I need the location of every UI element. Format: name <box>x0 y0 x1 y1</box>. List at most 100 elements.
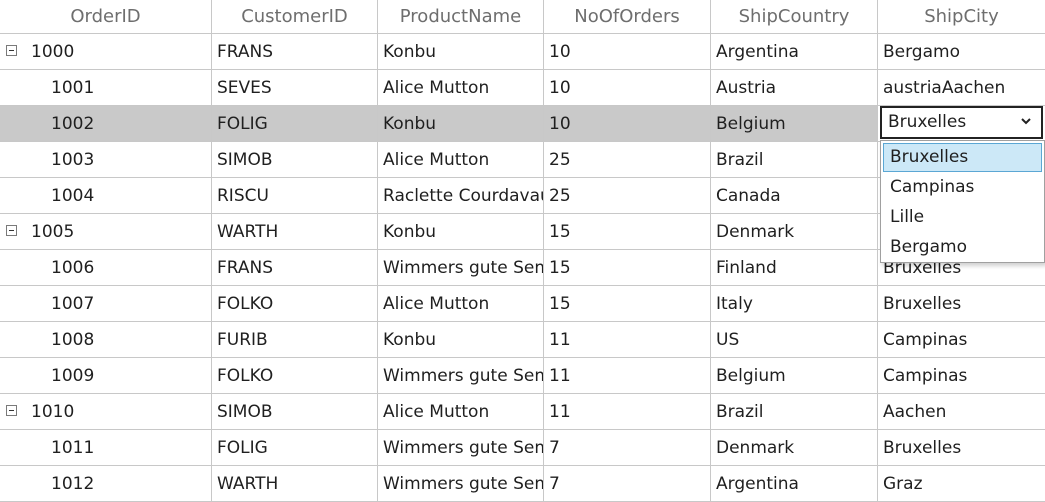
dropdown-option[interactable]: Lille <box>890 207 925 227</box>
header-productname[interactable]: ProductName <box>378 0 544 34</box>
table-row[interactable]: 1003 SIMOB Alice Mutton 25 Brazil <box>0 142 1045 178</box>
customerid-cell[interactable]: FOLIG <box>212 106 378 142</box>
noofOrders-cell[interactable]: 11 <box>544 322 711 358</box>
customerid-cell[interactable]: FOLKO <box>212 286 378 322</box>
shipcountry-cell[interactable]: US <box>711 322 878 358</box>
shipcity-cell[interactable]: Bruxelles <box>878 286 1045 322</box>
orderid-cell[interactable]: 1006 <box>0 250 212 286</box>
productname-cell[interactable]: Alice Mutton <box>378 70 544 106</box>
customerid-cell[interactable]: SEVES <box>212 70 378 106</box>
customerid-cell[interactable]: WARTH <box>212 214 378 250</box>
noofOrders-cell[interactable]: 11 <box>544 394 711 430</box>
orderid-cell[interactable]: 1001 <box>0 70 212 106</box>
productname-cell[interactable]: Wimmers gute Semmelknödel <box>378 466 544 502</box>
table-row[interactable]: 1007 FOLKO Alice Mutton 15 Italy Bruxelles <box>0 286 1045 322</box>
shipcountry-cell[interactable]: Austria <box>711 70 878 106</box>
table-row[interactable]: 1008 FURIB Konbu 11 US Campinas <box>0 322 1045 358</box>
shipcountry-cell[interactable]: Denmark <box>711 430 878 466</box>
collapse-minus-icon[interactable] <box>6 45 17 56</box>
productname-cell[interactable]: Konbu <box>378 34 544 70</box>
noofOrders-cell[interactable]: 10 <box>544 106 711 142</box>
table-row[interactable]: 1010 SIMOB Alice Mutton 11 Brazil Aachen <box>0 394 1045 430</box>
dropdown-option[interactable]: Bergamo <box>890 237 967 257</box>
shipcity-cell[interactable]: Aachen <box>878 394 1045 430</box>
noofOrders-cell[interactable]: 15 <box>544 250 711 286</box>
noofOrders-cell[interactable]: 25 <box>544 142 711 178</box>
orderid-cell[interactable]: 1004 <box>0 178 212 214</box>
noofOrders-cell[interactable]: 25 <box>544 178 711 214</box>
shipcountry-cell[interactable]: Brazil <box>711 394 878 430</box>
customerid-cell[interactable]: WARTH <box>212 466 378 502</box>
shipcountry-cell[interactable]: Finland <box>711 250 878 286</box>
shipcity-cell[interactable]: Bergamo <box>878 34 1045 70</box>
shipcountry-cell[interactable]: Belgium <box>711 358 878 394</box>
shipcity-cell[interactable]: Campinas <box>878 322 1045 358</box>
orderid-cell[interactable]: 1007 <box>0 286 212 322</box>
table-row[interactable]: 1000 FRANS Konbu 10 Argentina Bergamo <box>0 34 1045 70</box>
shipcity-cell[interactable]: Graz <box>878 466 1045 502</box>
shipcountry-cell[interactable]: Canada <box>711 178 878 214</box>
productname-cell[interactable]: Alice Mutton <box>378 286 544 322</box>
customerid-cell[interactable]: FRANS <box>212 34 378 70</box>
noofOrders-cell[interactable]: 15 <box>544 286 711 322</box>
chevron-down-icon[interactable] <box>1019 114 1033 128</box>
customerid-cell[interactable]: RISCU <box>212 178 378 214</box>
productname-cell[interactable]: Wimmers gute Semmelknödel <box>378 430 544 466</box>
productname-cell[interactable]: Alice Mutton <box>378 394 544 430</box>
table-row[interactable]: 1005 WARTH Konbu 15 Denmark <box>0 214 1045 250</box>
productname-cell[interactable]: Raclette Courdavault <box>378 178 544 214</box>
noofOrders-cell[interactable]: 10 <box>544 34 711 70</box>
noofOrders-cell[interactable]: 10 <box>544 70 711 106</box>
dropdown-option[interactable]: Bruxelles <box>883 143 1042 172</box>
customerid-cell[interactable]: SIMOB <box>212 394 378 430</box>
orderid-cell[interactable]: 1000 <box>0 34 212 70</box>
dropdown-option[interactable]: Campinas <box>890 177 975 197</box>
productname-cell[interactable]: Alice Mutton <box>378 142 544 178</box>
orderid-cell[interactable]: 1011 <box>0 430 212 466</box>
customerid-cell[interactable]: FRANS <box>212 250 378 286</box>
shipcountry-cell[interactable]: Denmark <box>711 214 878 250</box>
orderid-cell[interactable]: 1010 <box>0 394 212 430</box>
noofOrders-cell[interactable]: 7 <box>544 430 711 466</box>
collapse-minus-icon[interactable] <box>6 405 17 416</box>
shipcity-cell[interactable]: Campinas <box>878 358 1045 394</box>
orderid-cell[interactable]: 1012 <box>0 466 212 502</box>
header-orderid[interactable]: OrderID <box>0 0 212 34</box>
customerid-cell[interactable]: FURIB <box>212 322 378 358</box>
orderid-cell[interactable]: 1008 <box>0 322 212 358</box>
shipcountry-cell[interactable]: Argentina <box>711 466 878 502</box>
productname-cell[interactable]: Konbu <box>378 214 544 250</box>
header-shipcountry[interactable]: ShipCountry <box>711 0 878 34</box>
shipcountry-cell[interactable]: Brazil <box>711 142 878 178</box>
shipcity-cell[interactable]: austriaAachen <box>878 70 1045 106</box>
productname-cell[interactable]: Konbu <box>378 322 544 358</box>
shipcountry-cell[interactable]: Argentina <box>711 34 878 70</box>
shipcity-cell[interactable]: Bruxelles <box>878 430 1045 466</box>
shipcountry-cell[interactable]: Belgium <box>711 106 878 142</box>
orderid-cell[interactable]: 1003 <box>0 142 212 178</box>
header-customerid[interactable]: CustomerID <box>212 0 378 34</box>
productname-cell[interactable]: Wimmers gute Semmelknödel <box>378 358 544 394</box>
productname-cell[interactable]: Konbu <box>378 106 544 142</box>
productname-cell[interactable]: Wimmers gute Semmelknödel <box>378 250 544 286</box>
header-shipcity[interactable]: ShipCity <box>878 0 1045 34</box>
shipcity-cell[interactable]: Bruxelles <box>878 250 1045 286</box>
noofOrders-cell[interactable]: 7 <box>544 466 711 502</box>
shipcity-combobox[interactable]: Bruxelles <box>880 106 1043 139</box>
noofOrders-cell[interactable]: 15 <box>544 214 711 250</box>
shipcountry-cell[interactable]: Italy <box>711 286 878 322</box>
customerid-cell[interactable]: FOLIG <box>212 430 378 466</box>
orderid-cell[interactable]: 1002 <box>0 106 212 142</box>
customerid-cell[interactable]: FOLKO <box>212 358 378 394</box>
orderid-cell[interactable]: 1009 <box>0 358 212 394</box>
noofOrders-cell[interactable]: 11 <box>544 358 711 394</box>
table-row[interactable]: 1001 SEVES Alice Mutton 10 Austria austriaAac… <box>0 70 1045 106</box>
header-noofOrders[interactable]: NoOfOrders <box>544 0 711 34</box>
collapse-minus-icon[interactable] <box>6 225 17 236</box>
orderid-cell[interactable]: 1005 <box>0 214 212 250</box>
